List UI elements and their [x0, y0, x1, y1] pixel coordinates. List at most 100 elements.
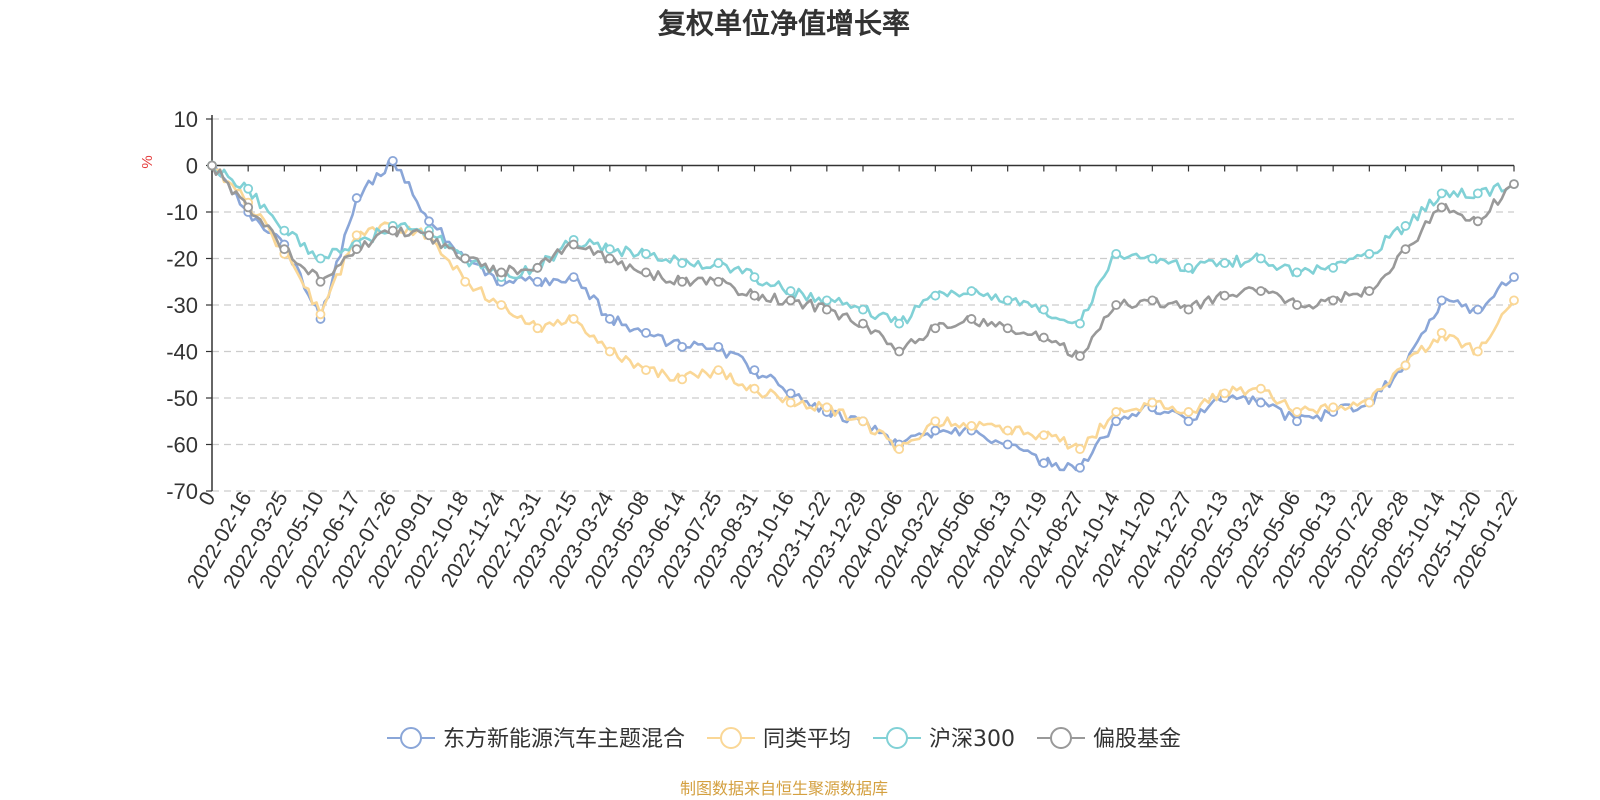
data-point — [1183, 416, 1194, 427]
data-point — [1075, 351, 1085, 362]
data-point — [207, 160, 217, 171]
data-point — [532, 276, 543, 287]
data-point — [604, 314, 615, 324]
series-line — [210, 164, 1515, 325]
data-point — [1147, 397, 1158, 408]
y-tick-label: -60 — [166, 433, 198, 458]
data-point — [1219, 290, 1230, 301]
data-point — [532, 262, 543, 273]
data-point — [1219, 258, 1230, 269]
data-point — [1183, 262, 1194, 273]
data-point — [351, 244, 362, 255]
data-point — [496, 267, 507, 278]
data-point — [1183, 407, 1194, 417]
data-point — [315, 276, 326, 287]
legend-label: 东方新能源汽车主题混合 — [443, 727, 685, 752]
data-point — [1255, 253, 1266, 264]
data-point — [930, 290, 941, 301]
y-axis: 10 0 -10 -20 -30 -40 -50 -60 -70 — [166, 107, 212, 504]
data-point — [677, 258, 688, 269]
data-point — [1038, 430, 1049, 441]
data-point — [858, 416, 868, 427]
data-point — [279, 244, 290, 255]
legend-marker — [400, 727, 422, 749]
data-point — [1509, 295, 1519, 306]
data-point — [1111, 248, 1122, 259]
data-point — [749, 272, 760, 283]
data-point — [1436, 202, 1447, 213]
data-point — [1038, 304, 1049, 315]
y-tick-label: -20 — [166, 247, 198, 272]
data-point — [1436, 327, 1447, 338]
data-point — [1472, 304, 1483, 315]
data-point — [785, 286, 796, 296]
data-point — [568, 314, 579, 324]
data-point — [1111, 416, 1122, 427]
y-tick-label: -10 — [166, 200, 198, 225]
legend-label: 沪深300 — [929, 727, 1015, 752]
data-point — [785, 397, 796, 408]
data-point — [460, 276, 471, 287]
data-point — [1400, 360, 1411, 371]
data-point — [1509, 179, 1519, 190]
data-point — [966, 286, 977, 296]
legend: 东方新能源汽车主题混合 同类平均 沪深300 偏股基金 — [387, 727, 1181, 752]
legend-item[interactable]: 偏股基金 — [1037, 727, 1181, 752]
legend-label: 同类平均 — [763, 727, 851, 752]
data-point — [1255, 397, 1266, 408]
data-point — [821, 304, 832, 315]
data-point — [677, 276, 688, 287]
y-tick-label: -40 — [166, 340, 198, 365]
data-point — [641, 327, 651, 338]
data-point — [785, 388, 796, 399]
data-point — [604, 244, 615, 255]
data-point — [677, 374, 688, 385]
legend-item[interactable]: 同类平均 — [707, 727, 851, 752]
data-point — [713, 276, 724, 287]
data-point — [568, 239, 579, 250]
legend-marker — [720, 727, 742, 749]
data-point — [1255, 383, 1266, 394]
data-point — [351, 193, 362, 203]
data-point — [1219, 388, 1230, 399]
y-tick-label: -50 — [166, 386, 198, 411]
legend-marker — [886, 727, 908, 749]
data-point — [279, 225, 290, 236]
legend-item[interactable]: 东方新能源汽车主题混合 — [387, 727, 685, 752]
data-point — [424, 230, 434, 241]
data-point — [894, 318, 905, 329]
data-point — [713, 341, 724, 352]
data-point — [713, 258, 724, 269]
data-point — [1292, 267, 1302, 278]
data-point — [1472, 188, 1483, 199]
data-point — [1472, 216, 1483, 227]
data-point — [1255, 286, 1266, 296]
data-point — [1075, 318, 1085, 329]
legend-item[interactable]: 沪深300 — [873, 727, 1015, 752]
series-lines — [207, 155, 1519, 473]
data-point — [749, 365, 760, 376]
data-point — [894, 444, 905, 455]
data-point — [1328, 402, 1339, 413]
data-point — [1038, 458, 1049, 469]
legend-label: 偏股基金 — [1093, 727, 1181, 752]
data-point — [532, 323, 543, 334]
data-point — [1111, 300, 1122, 310]
data-point — [641, 248, 651, 259]
data-point — [1292, 407, 1302, 417]
data-point — [568, 272, 579, 283]
data-point — [785, 295, 796, 306]
data-point — [315, 309, 326, 320]
data-point — [1328, 262, 1339, 273]
data-point — [387, 155, 398, 166]
data-point — [930, 323, 941, 334]
data-point — [966, 420, 977, 431]
data-point — [966, 314, 977, 324]
data-point — [1002, 295, 1013, 306]
data-point — [1400, 221, 1411, 231]
data-point — [1075, 462, 1085, 473]
data-point — [1292, 300, 1302, 310]
y-tick-label: -30 — [166, 293, 198, 318]
data-point — [1002, 425, 1013, 436]
